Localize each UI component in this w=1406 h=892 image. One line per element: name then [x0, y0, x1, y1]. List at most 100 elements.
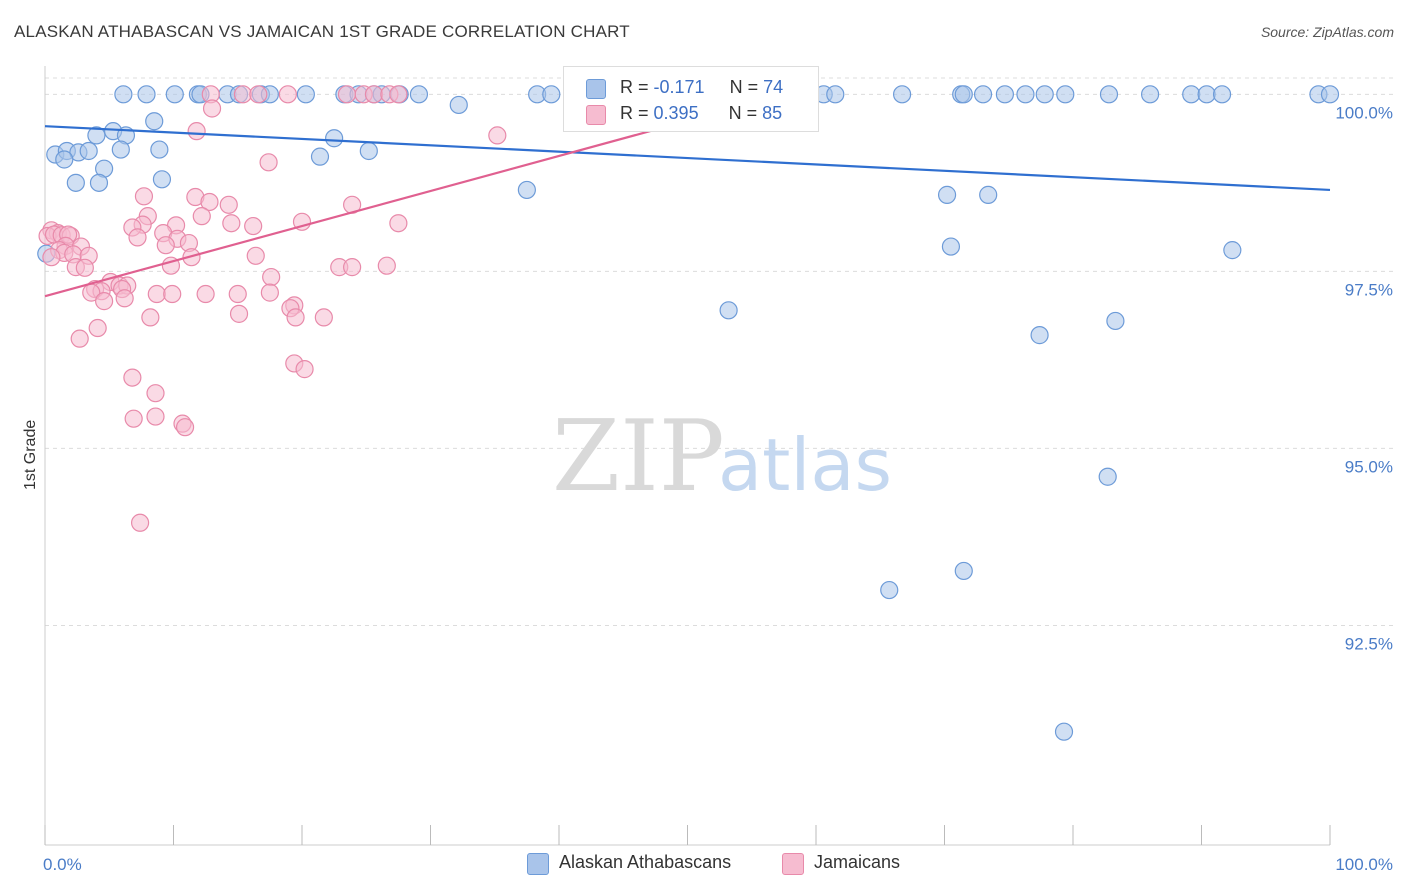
axes: [44, 66, 1331, 846]
jamaican-point: [233, 85, 252, 104]
jamaican-point: [389, 85, 408, 104]
y-axis-label: 1st Grade: [22, 420, 39, 490]
athabascan-point: [79, 141, 98, 161]
athabascan-point: [719, 301, 738, 320]
athabascan-point: [542, 85, 561, 104]
athabascan-point: [449, 95, 468, 115]
y-tick-label: 100.0%: [1335, 103, 1393, 122]
athabascan-point: [1223, 241, 1242, 260]
jamaican-point: [377, 256, 396, 275]
jamaican-point: [286, 308, 305, 327]
jamaican-point: [260, 283, 279, 302]
legend-n-label: N =: [728, 103, 758, 123]
series-2: [38, 85, 507, 532]
legend-r-label: R =: [620, 77, 649, 97]
legend-n-label: N =: [729, 77, 759, 97]
jamaican-point: [278, 85, 297, 104]
jamaican-point: [295, 360, 314, 379]
athabascan-point: [880, 580, 899, 600]
legend-swatch-blue: [586, 79, 606, 99]
correlation-legend: R = -0.171 N = 74 R = 0.395 N = 85: [563, 66, 819, 132]
jamaican-point: [124, 409, 143, 428]
athabascan-point: [1197, 85, 1216, 104]
bottom-legend-swatch-blue: [527, 853, 549, 875]
athabascan-point: [941, 237, 961, 256]
jamaican-point: [337, 85, 357, 104]
y-tick-label: 95.0%: [1345, 457, 1393, 476]
y-tick-label: 97.5%: [1345, 280, 1393, 299]
watermark: ZIP atlas: [552, 400, 892, 514]
athabascan-point: [409, 85, 429, 104]
bottom-legend-label: Jamaicans: [814, 852, 901, 872]
jamaican-point: [364, 85, 384, 104]
jamaican-point: [134, 187, 154, 206]
athabascan-point: [296, 85, 315, 104]
x-tick-label: 0.0%: [43, 855, 82, 874]
jamaican-point: [147, 284, 166, 304]
athabascan-point: [89, 173, 109, 192]
legend-r-value: -0.171: [653, 77, 705, 97]
athabascan-point: [1016, 85, 1035, 104]
jamaican-point: [146, 384, 165, 403]
athabascan-point: [1182, 85, 1201, 104]
athabascan-point: [1106, 311, 1125, 331]
trend-lines: [44, 121, 1331, 298]
athabascan-point: [1056, 85, 1075, 104]
jamaican-point: [229, 304, 249, 323]
jamaican-point: [156, 236, 175, 255]
jamaican-point: [314, 308, 333, 327]
jamaican-point: [130, 513, 150, 532]
athabascan-point: [1320, 85, 1340, 104]
jamaican-point: [200, 192, 219, 212]
jamaican-point: [246, 246, 265, 265]
athabascan-point: [87, 126, 106, 145]
jamaican-point: [202, 99, 222, 118]
jamaican-point: [128, 228, 147, 247]
data-points: [37, 85, 1340, 741]
bottom-legend-label: Alaskan Athabascans: [559, 852, 732, 872]
trend-line-1: [44, 125, 1331, 192]
athabascan-point: [145, 112, 164, 131]
athabascan-point: [892, 85, 912, 104]
athabascan-point: [114, 85, 133, 104]
athabascan-point: [979, 185, 998, 204]
jamaican-point: [187, 122, 206, 141]
athabascan-point: [1099, 85, 1119, 104]
bottom-legend-swatch-pink: [782, 853, 804, 875]
legend-n-value: 74: [763, 77, 784, 97]
jamaican-point: [222, 214, 241, 233]
athabascan-point: [150, 140, 169, 159]
y-tick-label: 92.5%: [1345, 634, 1393, 653]
jamaican-point: [343, 258, 362, 277]
jamaican-point: [75, 258, 94, 277]
chart-title: ALASKAN ATHABASCAN VS JAMAICAN 1ST GRADE…: [14, 22, 630, 41]
legend-r-value: 0.395: [653, 103, 699, 123]
athabascan-point: [137, 85, 156, 104]
athabascan-point: [517, 180, 536, 200]
jamaican-point: [244, 216, 263, 236]
legend-r-label: R =: [620, 103, 649, 123]
athabascan-point: [954, 561, 973, 581]
jamaican-point: [95, 292, 114, 311]
jamaican-point: [192, 207, 211, 226]
athabascan-point: [310, 147, 330, 166]
jamaican-point: [292, 212, 312, 231]
jamaican-point: [196, 284, 215, 304]
tick-labels: 100.0% 97.5% 95.0% 92.5% 0.0% 100.0%: [43, 103, 1393, 874]
source-credit: Source: ZipAtlas.com: [1260, 24, 1394, 40]
jamaican-point: [88, 318, 107, 338]
athabascan-point: [55, 150, 74, 169]
athabascan-point: [995, 85, 1014, 104]
athabascan-point: [152, 170, 172, 189]
athabascan-point: [66, 173, 85, 192]
jamaican-point: [249, 85, 268, 104]
athabascan-point: [973, 85, 993, 104]
jamaican-point: [219, 195, 238, 214]
x-tick-label: 100.0%: [1335, 855, 1393, 874]
jamaican-point: [42, 248, 61, 267]
jamaican-point: [123, 368, 142, 387]
legend-swatch-pink: [586, 105, 606, 125]
athabascan-point: [1212, 85, 1232, 104]
legend-n-value: 85: [762, 103, 783, 123]
athabascan-point: [1098, 467, 1117, 486]
